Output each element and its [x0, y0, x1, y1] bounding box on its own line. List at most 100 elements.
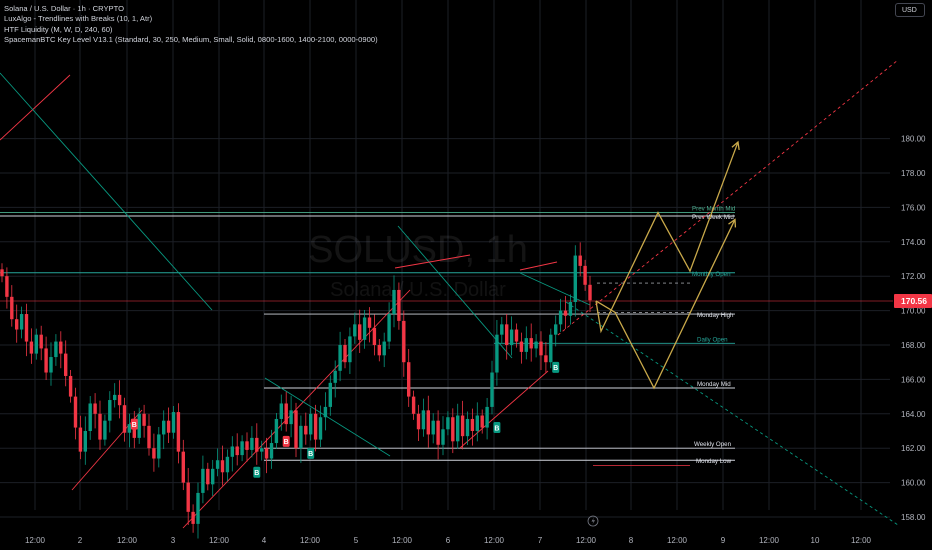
trendline — [519, 261, 558, 271]
candle-body — [294, 410, 298, 449]
candle-body — [127, 424, 132, 433]
candle-body — [211, 468, 215, 485]
projection-zigzag — [595, 140, 740, 390]
key-level-label: Monday Low — [696, 458, 732, 465]
candle-body — [362, 317, 367, 340]
break-badge-label: B — [132, 422, 137, 429]
break-badge — [130, 418, 138, 430]
time-axis[interactable]: 12:00 2 12:00 3 12:00 4 12:00 5 12:00 6 12:00 7 12:0… — [25, 536, 872, 545]
candle-body — [411, 396, 416, 414]
time-tick-label: 12:00 — [576, 536, 597, 545]
candle-body — [431, 420, 435, 435]
candle-body — [358, 324, 362, 340]
candle-body — [122, 405, 127, 433]
candle-body — [196, 492, 200, 524]
trendline — [264, 377, 391, 457]
time-tick-label: 10 — [811, 536, 820, 545]
candle-body — [495, 334, 499, 373]
candle-body — [24, 314, 29, 342]
time-tick-label: 2 — [78, 536, 83, 545]
legend-indicator-htf[interactable]: HTF Liquidity (M, W, D, 240, 60) — [4, 24, 113, 34]
candle-body — [289, 410, 293, 425]
time-tick-label: 12:00 — [117, 536, 138, 545]
candle-body — [333, 370, 337, 383]
candle-body — [78, 427, 83, 452]
price-tick-label: 160.00 — [901, 479, 926, 488]
legend-indicator-trendlines[interactable]: LuxAlgo - Trendlines with Breaks (10, 1,… — [4, 14, 153, 24]
candle-body — [313, 413, 318, 440]
candle-body — [235, 446, 239, 456]
candle-body — [421, 410, 426, 430]
candle-body — [279, 403, 283, 419]
candle-body — [348, 336, 352, 363]
candle-body — [573, 255, 577, 302]
candle-body — [323, 406, 328, 418]
time-tick-label: 8 — [629, 536, 634, 545]
candle-body — [157, 434, 161, 459]
candle-body — [181, 451, 185, 483]
time-tick-label: 12:00 — [851, 536, 872, 545]
currency-button[interactable]: USD — [895, 3, 925, 17]
break-badge-label: B — [254, 470, 259, 477]
time-tick-label: 3 — [171, 536, 176, 545]
candle-body — [529, 338, 533, 349]
candle-body — [475, 415, 479, 431]
candle-body — [460, 415, 465, 437]
candle-body — [544, 355, 548, 363]
legend-symbol[interactable]: Solana / U.S. Dollar · 1h · CRYPTO — [4, 4, 124, 13]
break-badge — [282, 435, 290, 447]
trendline — [394, 254, 471, 269]
candle-body — [137, 413, 141, 438]
candle-body — [426, 410, 430, 435]
candle-body — [480, 415, 484, 428]
candle-body — [83, 431, 87, 452]
candle-body — [539, 341, 543, 356]
candle-body — [372, 327, 377, 345]
candle-body — [519, 341, 524, 352]
candle-body — [436, 420, 440, 445]
candle-body — [5, 276, 9, 297]
legend-indicator-keylevels[interactable]: SpacemanBTC Key Level V13.1 (Standard, 3… — [4, 35, 378, 45]
watermark: SOLUSD, 1h Solana / U.S. Dollar — [308, 229, 528, 301]
candle-body — [98, 413, 102, 440]
candle-body — [485, 406, 489, 428]
candle-body — [264, 448, 269, 459]
candle-body — [39, 334, 43, 349]
chart-legend: Solana / U.S. Dollar · 1h · CRYPTO LuxAl… — [4, 4, 378, 46]
candle-body — [416, 413, 421, 430]
candle-body — [0, 269, 4, 277]
trendline — [71, 409, 143, 491]
trendline — [397, 225, 513, 359]
break-badge — [253, 466, 261, 478]
candle-body — [534, 341, 538, 349]
price-axis[interactable]: 158.00 160.00 162.00 164.00 166.00 168.00 170.… — [894, 135, 932, 522]
time-tick-label: 7 — [538, 536, 543, 545]
price-tick-label: 166.00 — [901, 375, 926, 384]
trendline — [0, 74, 71, 141]
candle-body — [402, 320, 406, 363]
candle-body — [260, 448, 264, 452]
time-tick-label: 12:00 — [667, 536, 688, 545]
candle-body — [117, 394, 122, 406]
candle-body — [132, 424, 136, 438]
candle-body — [274, 418, 279, 444]
candle-body — [568, 302, 573, 316]
time-tick-label: 5 — [354, 536, 359, 545]
candle-body — [588, 284, 592, 301]
watermark-symbol: SOLUSD, 1h — [308, 229, 528, 271]
trendline-extension-red — [557, 59, 899, 336]
candle-body — [338, 345, 342, 371]
key-level-label: Daily Open — [697, 336, 728, 343]
break-badge-label: B — [284, 439, 289, 446]
break-badge-label: B — [553, 365, 558, 372]
time-axis-icon[interactable] — [587, 515, 599, 527]
candle-body — [220, 460, 225, 473]
candle-body — [490, 372, 494, 407]
candle-body — [68, 375, 73, 397]
candle-body — [387, 314, 391, 342]
trendline — [519, 272, 591, 306]
candle-body — [377, 345, 381, 356]
candle-body — [304, 425, 308, 435]
